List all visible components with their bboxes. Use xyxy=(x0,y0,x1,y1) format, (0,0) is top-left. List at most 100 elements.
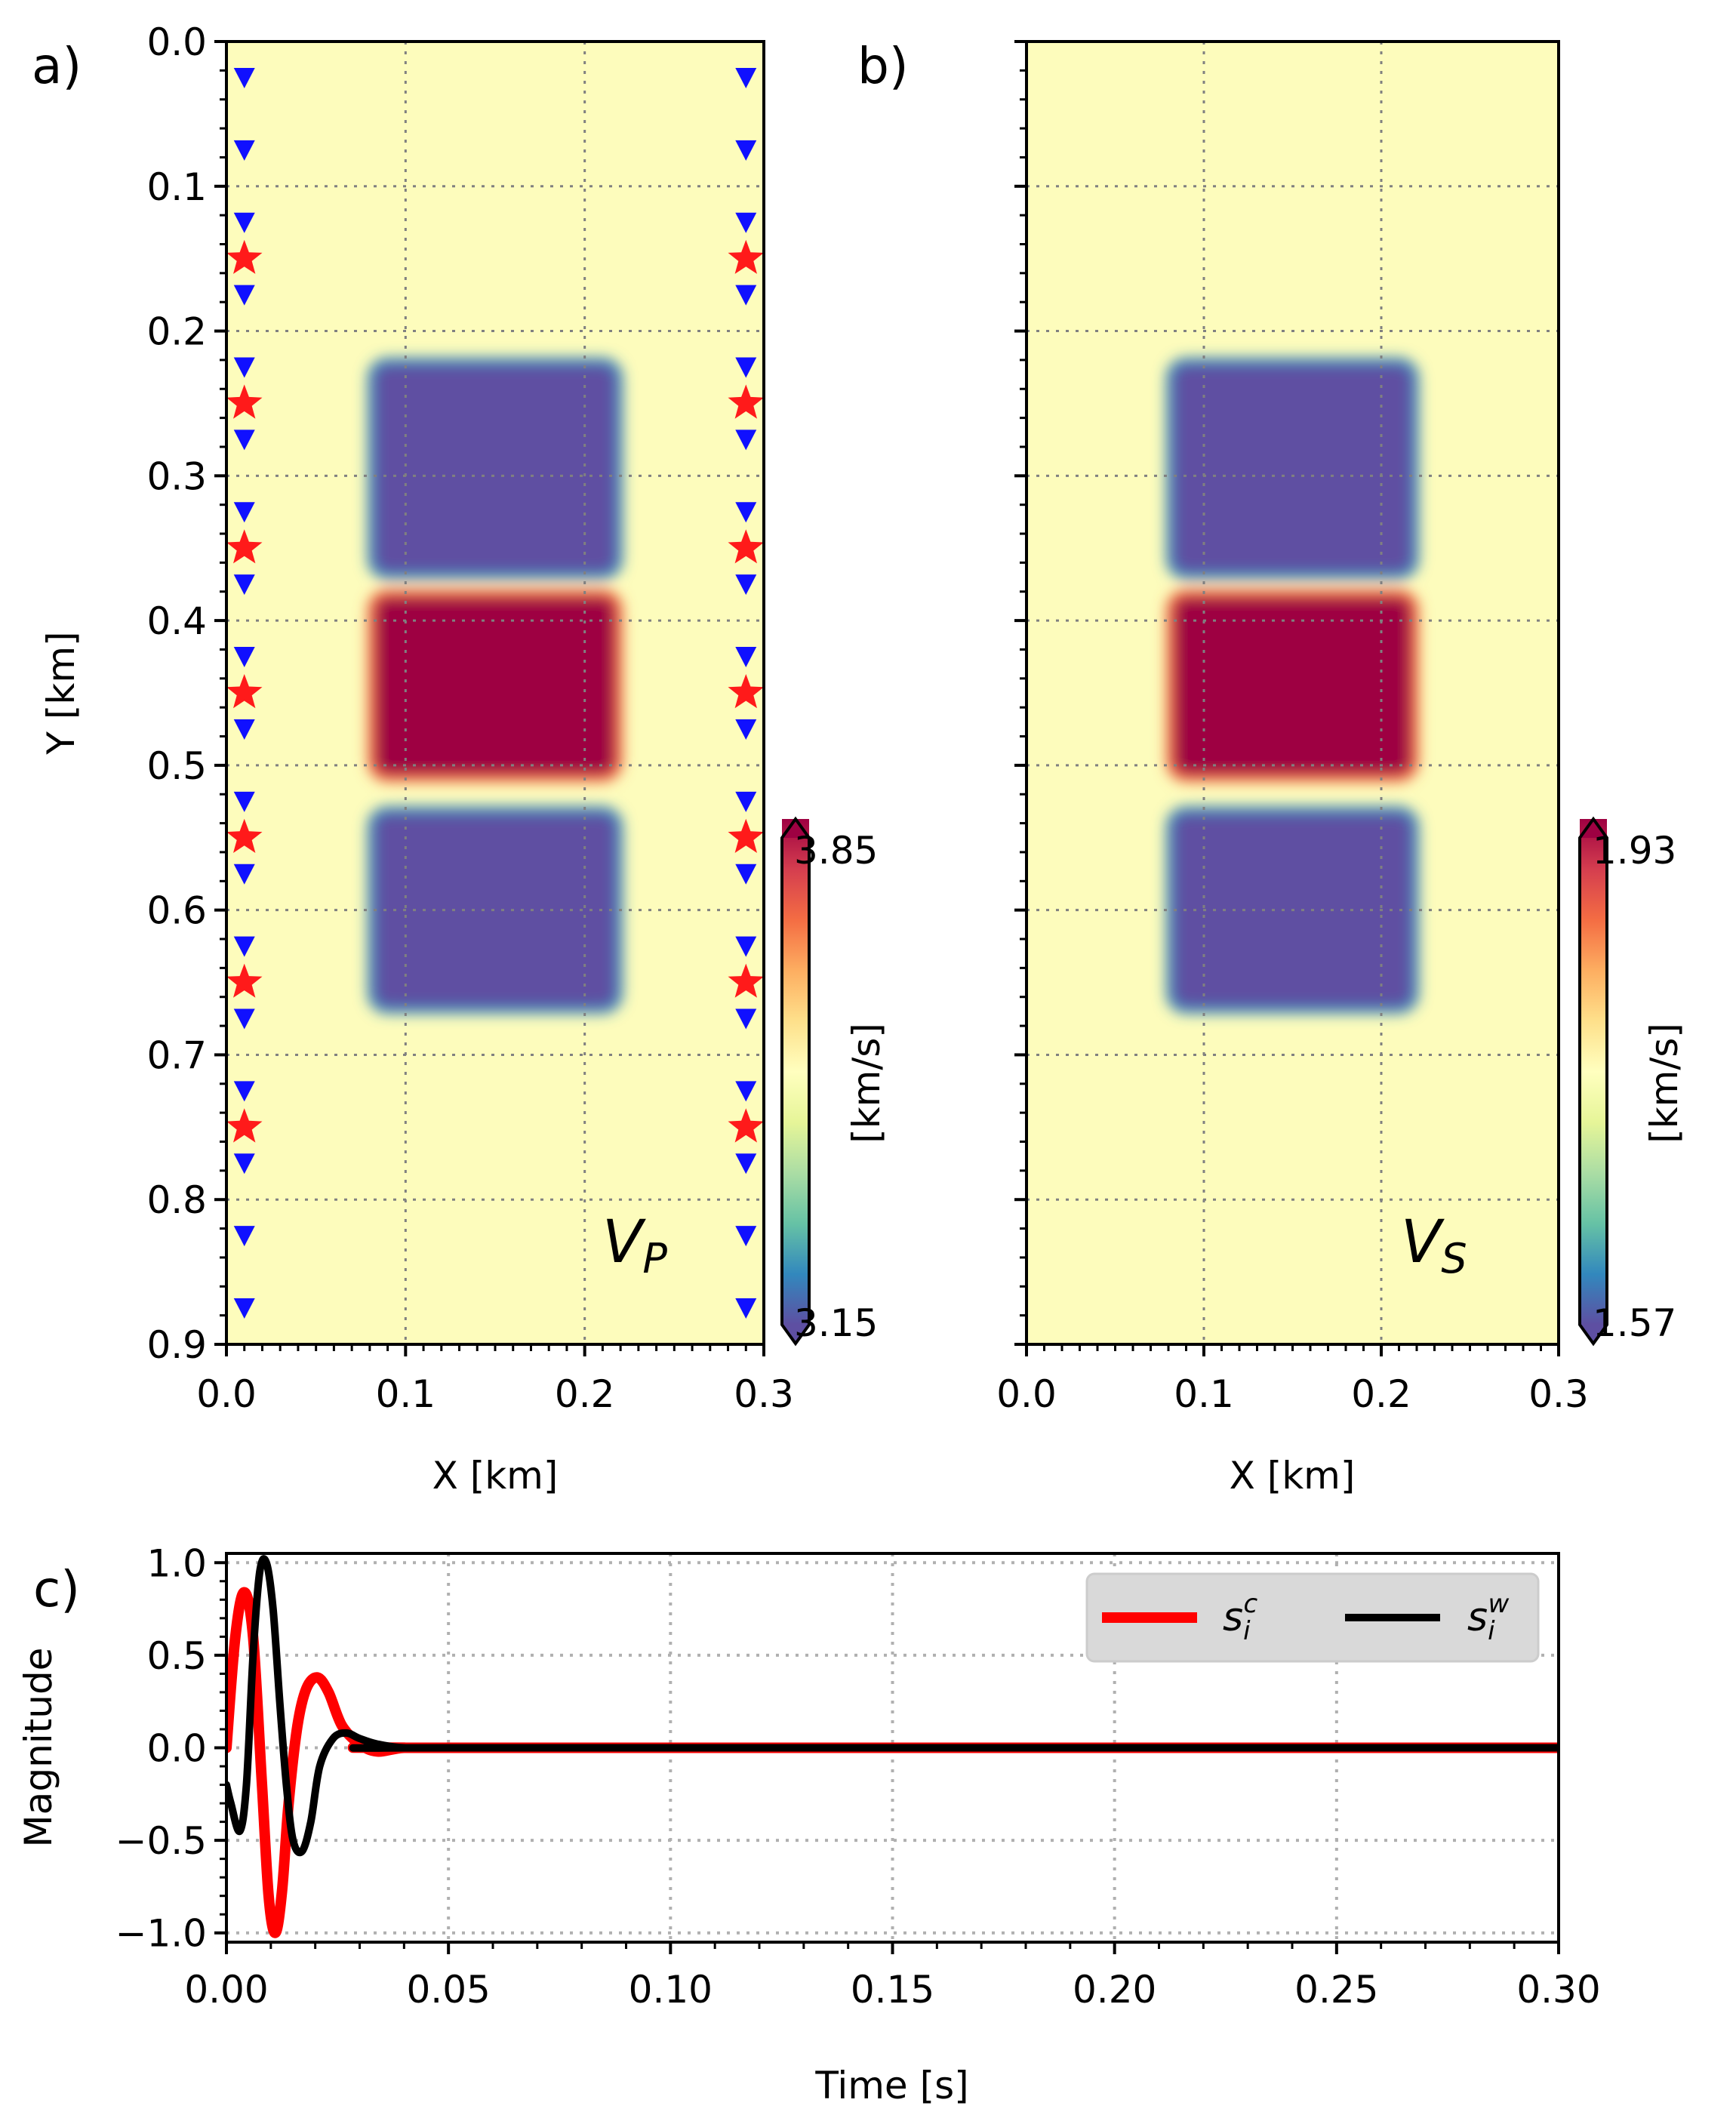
vp-annotation-base: V xyxy=(602,1208,646,1276)
panel-a-ytick-label-0-2: 0.2 xyxy=(146,310,207,354)
panel-c-xtick-label-0-15: 0.15 xyxy=(851,1968,934,2012)
panel-a-ytick-label-0-7: 0.7 xyxy=(146,1033,207,1077)
receiver-marker xyxy=(233,357,255,378)
receiver-marker xyxy=(735,67,757,88)
receiver-marker xyxy=(233,1153,255,1174)
panel-b-colorbar-label: [km/s] xyxy=(1642,1023,1686,1144)
panel-a-xtick-label-0-3: 0.3 xyxy=(734,1372,794,1416)
receiver-marker xyxy=(735,140,757,161)
legend-s-c-sup: c xyxy=(1244,1589,1258,1619)
source-marker xyxy=(226,674,263,709)
legend-label-s-c: sic xyxy=(1223,1589,1258,1646)
panel-a-xlabel: X [km] xyxy=(432,1454,559,1498)
panel-b-anomaly-2-high xyxy=(1166,589,1419,783)
vs-annotation-base: V xyxy=(1401,1208,1445,1276)
panel-c-label: c) xyxy=(33,1560,80,1618)
panel-b-colorbar: 1.93 1.57 [km/s] xyxy=(1578,816,1686,1347)
panel-b-xlabel: X [km] xyxy=(1230,1454,1356,1498)
panel-c-xtick-label-0-3: 0.30 xyxy=(1516,1968,1600,2012)
panel-a-gridlines xyxy=(226,42,764,1344)
receiver-marker xyxy=(735,936,757,957)
receiver-marker xyxy=(735,502,757,523)
panel-b-label: b) xyxy=(857,37,909,95)
panel-b-gridlines xyxy=(1027,42,1559,1344)
panel-b-colorbar-min-extend xyxy=(1580,1325,1607,1344)
panel-c-xtick-label-0: 0.00 xyxy=(184,1968,268,2012)
legend-s-c-base: s xyxy=(1223,1595,1243,1640)
panel-a-ytick-label-0-8: 0.8 xyxy=(146,1178,207,1222)
receiver-marker xyxy=(735,574,757,596)
panel-b-xtick-label-0: 0.0 xyxy=(996,1372,1057,1416)
panel-a-ytick-label-0-1: 0.1 xyxy=(146,165,207,209)
panel-a-ytick-label-0-5: 0.5 xyxy=(146,744,207,788)
panel-a-xtick-label-0: 0.0 xyxy=(196,1372,257,1416)
vs-annotation-subscript: S xyxy=(1441,1235,1467,1282)
panel-c-xlabel: Time [s] xyxy=(814,2064,968,2107)
panel-c-ytick-label-0: 0.0 xyxy=(146,1727,207,1771)
receiver-marker xyxy=(233,719,255,740)
panel-c-xtick-label-0-25: 0.25 xyxy=(1294,1968,1378,2012)
panel-a-ytick-label-0: 0.0 xyxy=(146,20,207,64)
panel-b-vs-annotation: VS xyxy=(1401,1208,1467,1282)
panel-b-colorbar-min-label: 1.57 xyxy=(1593,1301,1676,1345)
receiver-marker xyxy=(233,429,255,451)
panel-c-ytick-label--0-5: −0.5 xyxy=(115,1819,207,1863)
source-marker xyxy=(728,963,764,998)
panel-c-ytick-label-1: 1.0 xyxy=(146,1541,207,1585)
source-marker xyxy=(728,529,764,564)
legend-s-c-sub: i xyxy=(1243,1616,1251,1646)
panel-c-legend: sic siw xyxy=(1085,1572,1540,1663)
panel-b-xtick-label-0-2: 0.2 xyxy=(1351,1372,1411,1416)
panel-c-ytick-label--1: −1.0 xyxy=(115,1912,207,1956)
receiver-marker xyxy=(735,864,757,885)
receiver-marker xyxy=(233,574,255,596)
source-marker xyxy=(728,674,764,709)
panel-a-ytick-label-0-3: 0.3 xyxy=(146,454,207,498)
panel-c-xtick-label-0-2: 0.20 xyxy=(1073,1968,1156,2012)
panel-a-colorbar: 3.85 3.15 [km/s] xyxy=(780,816,888,1347)
receiver-marker xyxy=(233,864,255,885)
panel-b-anomalies xyxy=(1166,357,1419,1014)
panel-a-xtick-label-0-1: 0.1 xyxy=(376,1372,436,1416)
panel-a-vp-model: a) 0.0 0.1 0.2 0.30.00.10.20.30.40.50.60.70… xyxy=(32,20,888,1498)
panel-a-colorbar-outline xyxy=(780,816,811,1347)
panel-b-axes: 0.0 0.1 0.2 0.3 xyxy=(996,40,1589,1416)
panel-a-image-area xyxy=(226,42,764,1344)
source-marker xyxy=(226,818,263,853)
panel-a-axes: 0.0 0.1 0.2 0.3 0.0 0.1 0.2 0.3 0.4 0.5 0.6 0.7 0.8 0… xyxy=(146,20,793,1416)
panel-a-ytick-label-0-9: 0.9 xyxy=(146,1323,207,1367)
panel-a-xtick-label-0-2: 0.2 xyxy=(555,1372,615,1416)
panel-a-anomaly-1-low xyxy=(367,357,623,580)
panel-b-colorbar-outline xyxy=(1578,816,1608,1347)
panel-b-anomaly-1-low xyxy=(1166,357,1419,580)
panel-b-colorbar-max-label: 1.93 xyxy=(1593,829,1676,873)
legend-label-s-w: siw xyxy=(1467,1589,1510,1646)
legend-s-w-sub: i xyxy=(1488,1616,1495,1646)
receiver-marker xyxy=(735,719,757,740)
receiver-marker xyxy=(735,1008,757,1030)
receiver-marker xyxy=(233,791,255,812)
panel-c-ylabel: Magnitude xyxy=(17,1648,60,1848)
receiver-marker xyxy=(233,67,255,88)
series-line-s-w xyxy=(226,1555,1559,1857)
source-marker xyxy=(728,384,764,419)
receiver-marker xyxy=(735,1298,757,1319)
source-marker xyxy=(728,239,764,274)
panel-c-xtick-label-0-05: 0.05 xyxy=(407,1968,491,2012)
panel-a-ytick-label-0-4: 0.4 xyxy=(146,599,207,643)
receiver-marker xyxy=(735,647,757,668)
vp-annotation-subscript: P xyxy=(642,1235,667,1282)
panel-a-colorbar-label: [km/s] xyxy=(845,1023,888,1144)
receiver-marker xyxy=(233,1298,255,1319)
panel-a-anomalies xyxy=(367,357,623,1014)
panel-a-colorbar-body xyxy=(782,819,809,1325)
panel-b-vs-model: b) 0.0 0.1 0.2 0.3 X [km] VS 1.93 1.57 [km/… xyxy=(857,37,1686,1498)
receiver-marker xyxy=(233,1226,255,1247)
panel-b-colorbar-body xyxy=(1580,819,1607,1325)
source-marker xyxy=(728,818,764,853)
legend-s-w-sup: w xyxy=(1488,1589,1510,1619)
panel-a-anomaly-2-high xyxy=(367,589,623,783)
source-marker xyxy=(226,529,263,564)
source-marker xyxy=(728,1108,764,1143)
